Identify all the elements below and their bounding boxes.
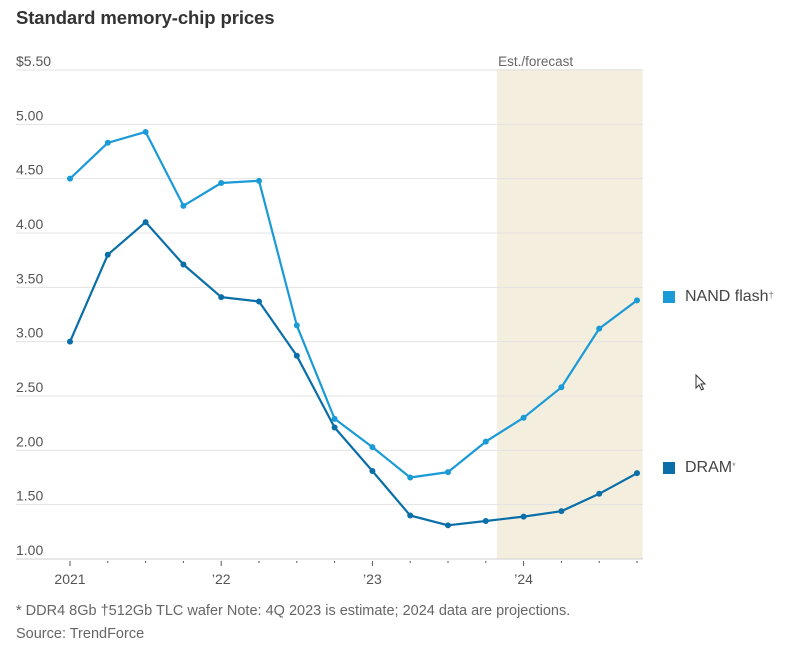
data-point-nand-flash [180,202,187,209]
data-point-dram [218,294,225,301]
data-point-dram [482,517,489,524]
y-tick-label: 2.50 [16,379,43,395]
data-point-nand-flash [331,415,338,422]
data-point-nand-flash [407,474,414,481]
data-point-nand-flash [558,384,565,391]
y-tick-label: 3.00 [16,325,43,341]
y-tick-label: 4.00 [16,216,43,232]
legend-marker-dram: * [732,461,736,471]
data-point-nand-flash [142,128,149,135]
footnote: * DDR4 8Gb †512Gb TLC wafer Note: 4Q 202… [16,603,571,619]
chart-title: Standard memory-chip prices [16,7,275,28]
data-point-nand-flash [369,444,376,451]
y-tick-label: 5.00 [16,107,43,123]
y-tick-label: 2.00 [16,433,43,449]
legend-swatch-nand [663,291,675,303]
forecast-label: Est./forecast [498,54,573,69]
data-point-dram [369,467,376,474]
data-point-nand-flash [218,180,225,187]
legend-item-dram: DRAM * [663,459,736,477]
data-point-dram [558,508,565,515]
legend-swatch-dram [663,462,675,474]
legend-item-nand-flash: NAND flash † [663,288,774,306]
x-tick-label: ’23 [363,571,382,587]
data-point-dram [331,424,338,431]
data-point-nand-flash [482,438,489,445]
x-tick-label: ’22 [212,571,231,587]
data-point-nand-flash [67,175,73,182]
data-point-dram [67,338,73,345]
y-tick-label: 3.50 [16,270,43,286]
y-tick-label: 1.00 [16,542,43,558]
data-point-nand-flash [293,322,300,329]
mouse-cursor-icon [695,374,707,391]
data-point-dram [596,490,603,497]
data-point-dram [407,512,414,519]
data-point-nand-flash [520,414,527,421]
data-point-dram [520,513,527,520]
data-point-dram [293,352,300,359]
data-point-nand-flash [445,469,451,476]
legend-label-dram: DRAM [685,459,733,476]
data-point-nand-flash [256,177,262,184]
chart-plot: Est./forecast 1.00 1.50 2.00 2.50 3.00 3.50 4.0… [16,53,643,587]
y-tick-label: $5.50 [16,53,51,69]
data-point-nand-flash [104,139,111,146]
data-point-dram [634,470,640,477]
data-point-dram [104,251,111,258]
legend-label-nand: NAND flash [685,288,769,305]
y-tick-label: 4.50 [16,162,43,178]
series-line-nand-flash [69,130,638,479]
data-point-nand-flash [596,325,603,332]
x-tick-label: 2021 [54,571,85,587]
data-point-dram [445,522,451,529]
legend-marker-nand: † [768,290,774,300]
source-note: Source: TrendForce [16,626,145,642]
series-line-dram [68,221,638,527]
y-tick-label: 1.50 [16,488,43,504]
data-point-nand-flash [634,297,640,304]
x-tick-label: ’24 [514,571,533,587]
data-point-dram [180,261,187,268]
data-point-dram [142,219,149,226]
forecast-band [497,69,643,559]
data-point-dram [256,298,262,305]
